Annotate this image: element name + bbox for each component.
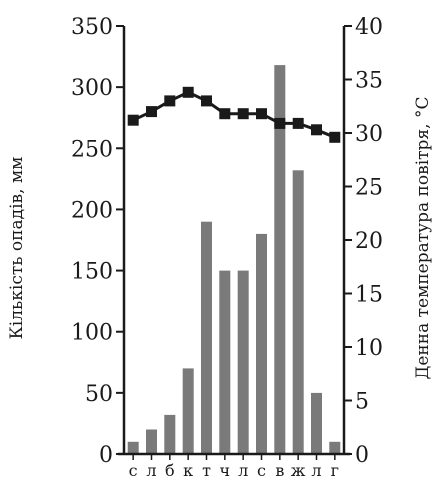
right-tick-label: 20 — [355, 229, 383, 254]
month-label: л — [238, 461, 248, 479]
precipitation-bar — [182, 368, 194, 454]
right-tick-label: 40 — [355, 15, 383, 40]
precipitation-bar — [274, 65, 286, 454]
temperature-marker — [237, 108, 249, 120]
precipitation-bar — [127, 441, 139, 454]
temperature-marker — [329, 131, 341, 143]
right-tick-label: 15 — [355, 283, 383, 308]
right-tick-label: 25 — [355, 176, 383, 201]
right-tick-label: 30 — [355, 122, 383, 147]
left-tick-label: 0 — [99, 443, 113, 468]
right-tick-label: 5 — [355, 390, 369, 415]
right-tick-label: 0 — [355, 443, 369, 468]
precipitation-bar — [237, 270, 249, 454]
precipitation-bar — [329, 441, 341, 454]
temperature-marker — [182, 86, 194, 98]
left-tick-label: 250 — [71, 137, 113, 162]
left-tick-label: 350 — [71, 15, 113, 40]
month-label: г — [331, 461, 339, 479]
right-axis-title: Денна температура повітря, °С — [413, 97, 433, 380]
month-label: с — [129, 461, 138, 479]
month-label: ж — [291, 461, 306, 479]
month-label: в — [275, 461, 284, 479]
temperature-marker — [201, 95, 212, 107]
right-tick-label: 10 — [355, 336, 383, 361]
temperature-marker — [219, 108, 231, 120]
month-label: к — [183, 461, 193, 479]
month-label: т — [202, 461, 211, 479]
left-tick-label: 300 — [71, 76, 113, 101]
month-label: л — [311, 461, 321, 479]
precipitation-bars — [127, 65, 341, 455]
left-axis-title: Кількість опадів, мм — [7, 157, 27, 340]
precipitation-bar — [256, 233, 267, 454]
precipitation-bar — [146, 429, 157, 454]
month-label: л — [146, 461, 156, 479]
temperature-marker — [127, 114, 139, 126]
temperature-marker — [311, 124, 322, 136]
left-tick-label: 150 — [71, 260, 113, 285]
precipitation-bar — [164, 414, 176, 454]
left-tick-label: 100 — [71, 321, 113, 346]
precipitation-bar — [201, 221, 212, 454]
temperature-line — [127, 86, 341, 143]
temperature-marker — [256, 108, 267, 120]
right-tick-label: 35 — [355, 69, 383, 94]
left-tick-label: 50 — [85, 382, 113, 407]
temperature-marker — [292, 117, 304, 129]
month-label: ч — [220, 461, 231, 479]
month-label: с — [257, 461, 266, 479]
temperature-marker — [274, 117, 286, 129]
axes — [116, 25, 352, 460]
month-label: б — [165, 461, 175, 479]
precipitation-bar — [292, 170, 304, 455]
precipitation-bar — [219, 270, 231, 454]
temperature-polyline — [132, 90, 336, 139]
left-tick-label: 200 — [71, 198, 113, 223]
temperature-marker — [146, 106, 157, 118]
temperature-marker — [164, 95, 176, 107]
precipitation-bar — [311, 392, 322, 454]
